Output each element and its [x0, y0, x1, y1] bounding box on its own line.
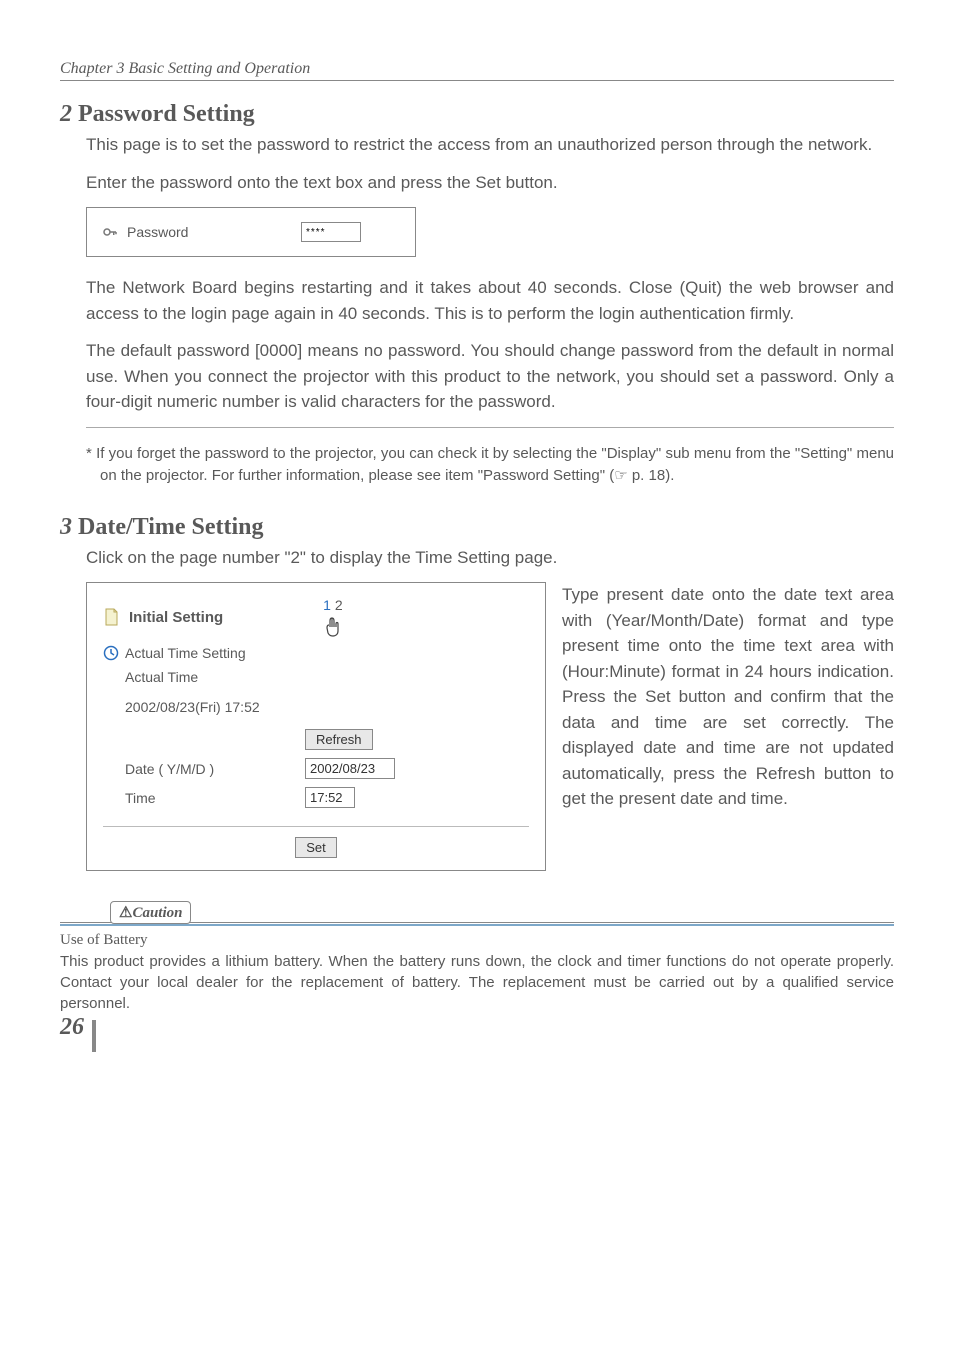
set-button[interactable]: Set — [295, 837, 337, 858]
section-2-p4: The default password [0000] means no pas… — [60, 338, 894, 415]
section-2-footnote: * If you forget the password to the proj… — [60, 443, 894, 488]
chapter-header: Chapter 3 Basic Setting and Operation — [60, 60, 894, 81]
caution-label-text: Caution — [132, 905, 182, 921]
date-label: Date ( Y/M/D ) — [125, 761, 305, 777]
caution-label: ⚠Caution — [110, 901, 191, 924]
section-2-p2: Enter the password onto the text box and… — [60, 170, 894, 196]
page-number-value: 26 — [60, 1014, 84, 1040]
time-label: Time — [125, 790, 305, 806]
section-2-title: Password Setting — [78, 101, 255, 127]
password-box: Password — [86, 207, 416, 257]
panel-title: Initial Setting — [129, 609, 223, 626]
section-2-p3: The Network Board begins restarting and … — [60, 275, 894, 326]
page-links: 1 2 — [323, 597, 343, 637]
section-2-number: 2 — [60, 101, 72, 127]
section-3-number: 3 — [60, 514, 72, 540]
refresh-button[interactable]: Refresh — [305, 729, 373, 750]
section-3-intro: Click on the page number "2" to display … — [60, 545, 894, 571]
cursor-icon — [323, 615, 343, 641]
caution-heading: Use of Battery — [60, 932, 894, 949]
section-3-heading: 3Date/Time Setting — [60, 514, 894, 541]
actual-time-label: Actual Time — [103, 669, 529, 685]
section-2-p1: This page is to set the password to rest… — [60, 132, 894, 158]
date-input[interactable] — [305, 758, 395, 779]
password-input[interactable] — [301, 222, 361, 242]
actual-time-setting-label: Actual Time Setting — [125, 645, 246, 661]
section-2-heading: 2Password Setting — [60, 101, 894, 128]
page-number-bar — [92, 1020, 96, 1052]
time-setting-panel: Initial Setting 1 2 Actual Time Setting — [86, 582, 546, 871]
section-3-side-text: Type present date onto the date text are… — [562, 582, 894, 871]
page-number: 26 — [60, 1014, 894, 1046]
section-3-title: Date/Time Setting — [78, 514, 264, 540]
divider — [86, 427, 894, 428]
key-icon — [101, 223, 119, 241]
panel-divider — [103, 826, 529, 827]
time-input[interactable] — [305, 787, 355, 808]
doc-icon — [103, 608, 119, 626]
actual-time-value: 2002/08/23(Fri) 17:52 — [103, 699, 529, 715]
password-label: Password — [127, 224, 293, 240]
caution-body: This product provides a lithium battery.… — [60, 951, 894, 1014]
warning-icon: ⚠ — [119, 905, 132, 921]
clock-icon — [103, 645, 119, 661]
